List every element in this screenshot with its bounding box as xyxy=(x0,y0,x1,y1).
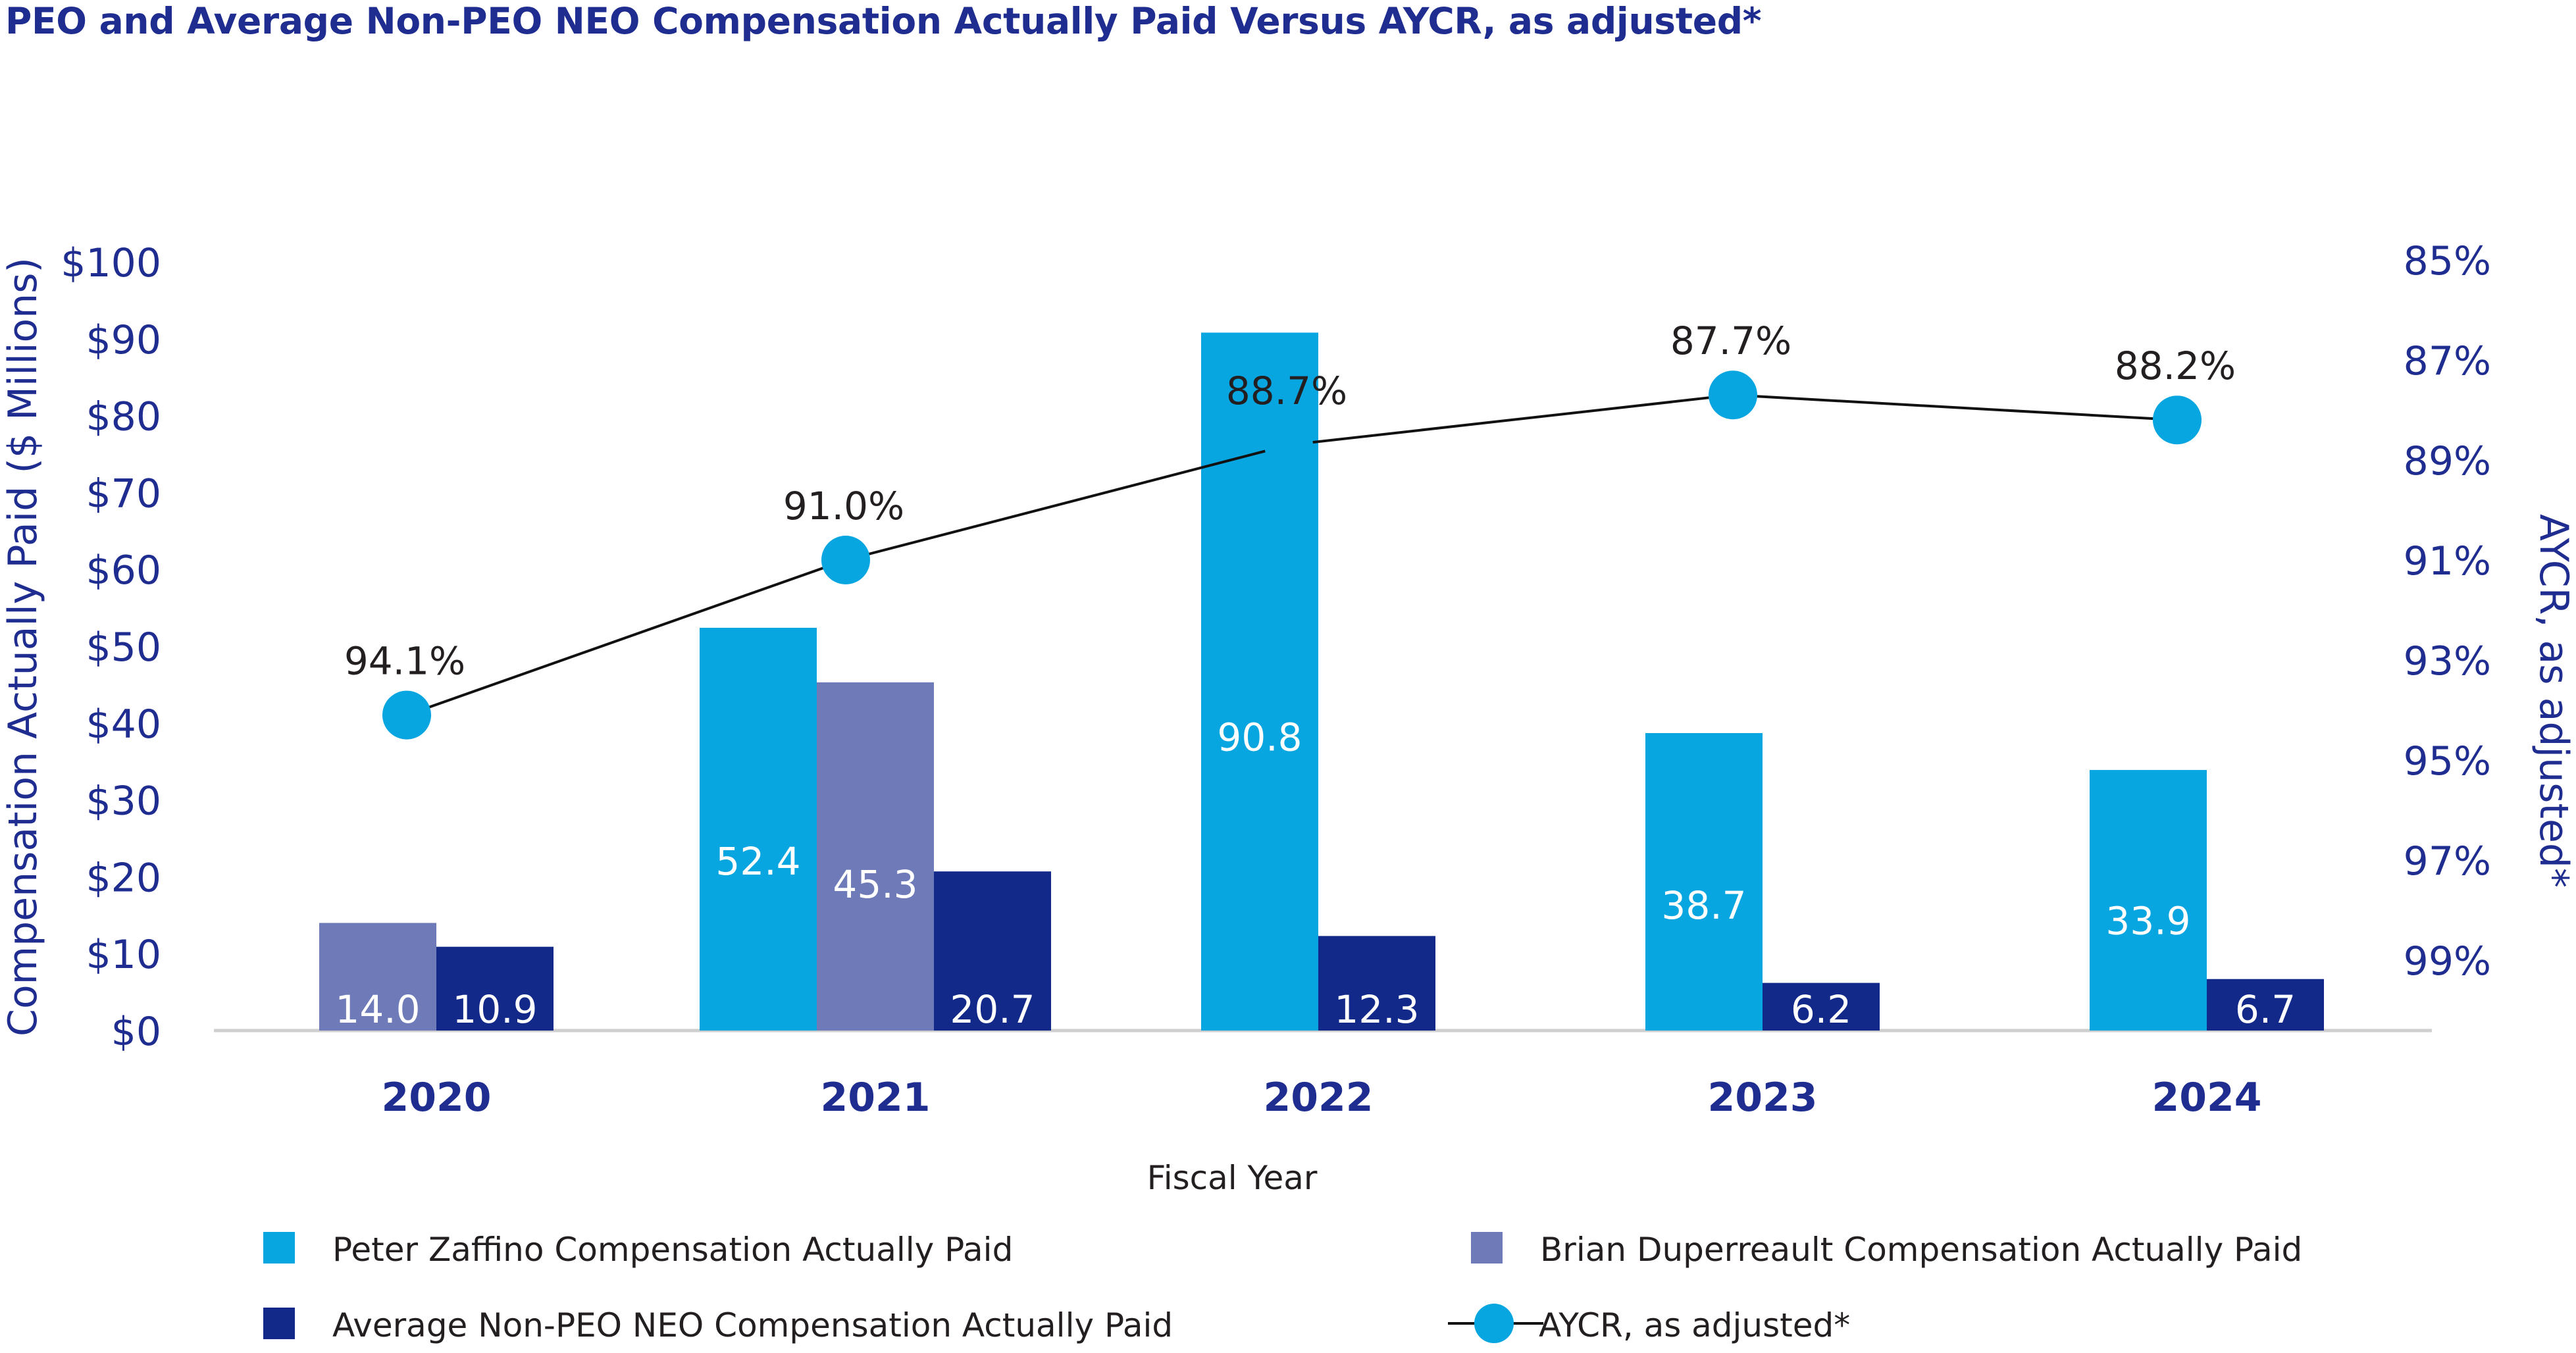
bar-data-label: 6.2 xyxy=(1791,987,1851,1032)
bar xyxy=(2207,979,2324,1031)
y2-tick-label: 85% xyxy=(2404,238,2491,284)
bar xyxy=(1318,936,1435,1031)
y-tick-label: $60 xyxy=(86,548,161,594)
bar-data-label: 6.7 xyxy=(2235,987,2296,1032)
y-axis-label: Compensation Actually Paid ($ Millions) xyxy=(0,257,46,1036)
bar-data-label: 45.3 xyxy=(833,862,917,907)
y2-tick-label: 95% xyxy=(2404,738,2491,784)
y-tick-label: $50 xyxy=(86,625,161,671)
aycr-marker xyxy=(821,536,870,584)
bar xyxy=(1645,732,1763,1031)
aycr-data-label: 88.2% xyxy=(2115,344,2236,388)
bar xyxy=(436,946,554,1031)
y2-tick-label: 97% xyxy=(2404,838,2491,884)
y2-tick-label: 87% xyxy=(2404,338,2491,384)
bar xyxy=(817,682,934,1031)
x-tick-label: 2024 xyxy=(2152,1075,2262,1121)
aycr-marker xyxy=(382,690,431,740)
legend-label: Peter Zaffino Compensation Actually Paid xyxy=(332,1231,1013,1269)
bar xyxy=(319,923,436,1031)
aycr-data-label: 88.7% xyxy=(1226,369,1347,413)
aycr-marker xyxy=(1264,421,1313,470)
x-tick-label: 2020 xyxy=(382,1075,492,1121)
y-tick-label: $30 xyxy=(86,779,161,825)
chart-title: PEO and Average Non-PEO NEO Compensation… xyxy=(5,0,1762,42)
aycr-marker xyxy=(2153,396,2202,445)
bar-data-label: 20.7 xyxy=(950,987,1035,1032)
aycr-marker xyxy=(1709,370,1757,420)
aycr-data-label: 91.0% xyxy=(783,484,904,528)
bar xyxy=(2090,770,2207,1031)
aycr-data-label: 87.7% xyxy=(1670,319,1791,363)
bar xyxy=(1763,983,1880,1031)
y-tick-label: $10 xyxy=(86,932,161,978)
x-tick-label: 2022 xyxy=(1264,1075,1374,1121)
y2-tick-label: 89% xyxy=(2404,438,2491,484)
bar-data-label: 10.9 xyxy=(452,987,537,1032)
y-tick-label: $0 xyxy=(111,1009,161,1055)
y-tick-label: $90 xyxy=(86,317,161,363)
y-tick-label: $70 xyxy=(86,471,161,517)
y2-axis-label: AYCR, as adjusted* xyxy=(2531,514,2576,888)
x-tick-label: 2021 xyxy=(821,1075,931,1121)
bar-data-label: 38.7 xyxy=(1661,883,1746,928)
legend-marker-swatch xyxy=(1474,1304,1514,1343)
bar xyxy=(700,627,817,1031)
bar xyxy=(934,871,1051,1031)
bar-data-label: 90.8 xyxy=(1217,715,1302,760)
y-tick-label: $40 xyxy=(86,702,161,748)
bar-data-label: 33.9 xyxy=(2105,899,2190,944)
y-tick-label: $20 xyxy=(86,855,161,901)
legend-swatch xyxy=(1471,1232,1503,1264)
y2-tick-label: 99% xyxy=(2404,938,2491,984)
y2-tick-label: 91% xyxy=(2404,538,2491,584)
y-tick-label: $100 xyxy=(61,240,161,286)
legend-swatch xyxy=(263,1308,295,1339)
legend-label: AYCR, as adjusted* xyxy=(1539,1306,1850,1344)
aycr-data-label: 94.1% xyxy=(344,639,465,684)
legend-label: Brian Duperreault Compensation Actually … xyxy=(1540,1231,2302,1269)
y2-tick-label: 93% xyxy=(2404,638,2491,684)
legend-label: Average Non-PEO NEO Compensation Actuall… xyxy=(332,1306,1173,1344)
legend-swatch xyxy=(263,1232,295,1264)
x-tick-label: 2023 xyxy=(1708,1075,1818,1121)
bar-data-label: 14.0 xyxy=(335,987,420,1032)
bar-data-label: 12.3 xyxy=(1334,987,1419,1032)
bar-data-label: 52.4 xyxy=(715,839,800,884)
x-axis-label: Fiscal Year xyxy=(1147,1159,1318,1197)
y-tick-label: $80 xyxy=(86,394,161,440)
